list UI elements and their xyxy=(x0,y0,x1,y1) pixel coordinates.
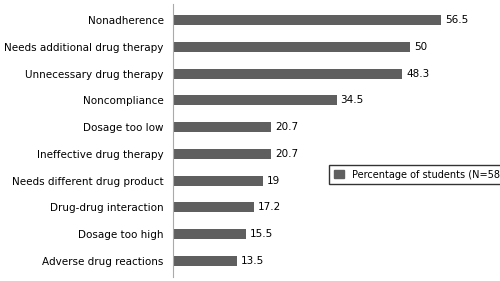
Bar xyxy=(172,122,271,132)
Text: 56.5: 56.5 xyxy=(445,15,468,25)
Legend: Percentage of students (N=58): Percentage of students (N=58) xyxy=(330,165,500,184)
Bar xyxy=(172,229,246,239)
Text: 48.3: 48.3 xyxy=(406,69,429,79)
Bar xyxy=(172,15,441,25)
Text: 50: 50 xyxy=(414,42,427,52)
Text: 34.5: 34.5 xyxy=(340,96,363,105)
Bar xyxy=(172,42,410,52)
Text: 15.5: 15.5 xyxy=(250,229,274,239)
Bar xyxy=(172,95,336,105)
Text: 17.2: 17.2 xyxy=(258,202,281,212)
Bar xyxy=(172,69,402,79)
Text: 13.5: 13.5 xyxy=(240,256,264,266)
Bar xyxy=(172,256,236,266)
Text: 19: 19 xyxy=(266,176,280,185)
Text: 20.7: 20.7 xyxy=(275,122,298,132)
Bar xyxy=(172,202,254,212)
Bar xyxy=(172,176,263,186)
Bar xyxy=(172,149,271,159)
Text: 20.7: 20.7 xyxy=(275,149,298,159)
